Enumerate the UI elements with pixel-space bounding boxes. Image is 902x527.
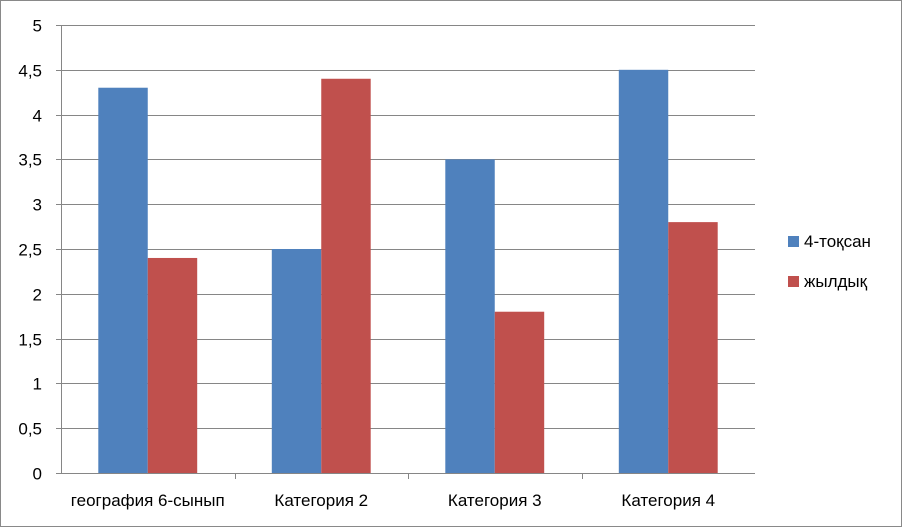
y-tick-labels: 0 0,5 1 1,5 2 2,5 3 3,5 4 4,5 5 <box>18 17 42 484</box>
bar-series1 <box>618 69 669 474</box>
axes <box>56 25 755 479</box>
y-tick-label: 1 <box>33 375 42 394</box>
bar-series2 <box>147 257 198 473</box>
y-tick-label: 1,5 <box>18 331 42 350</box>
y-tick-label: 5 <box>33 17 42 36</box>
legend-swatch <box>788 236 799 247</box>
y-tick-label: 3,5 <box>18 151 42 170</box>
x-tick-label: география 6-сынып <box>71 491 225 510</box>
x-tick-labels: география 6-сынып Категория 2 Категория 3 К… <box>71 491 715 510</box>
y-tick-label: 3 <box>33 196 42 215</box>
bar-series1 <box>445 159 495 473</box>
legend-label: 4-тоқсан <box>804 232 871 251</box>
bar-series1 <box>271 249 322 473</box>
x-tick-label: Категория 3 <box>448 491 542 510</box>
bar-series2 <box>321 78 371 473</box>
legend-label: жылдық <box>804 272 868 291</box>
legend-swatch <box>788 276 799 287</box>
y-tick-label: 4,5 <box>18 62 42 81</box>
bar-series2 <box>494 311 545 473</box>
y-tick-label: 0 <box>33 465 42 484</box>
legend: 4-тоқсан жылдық <box>788 232 871 291</box>
x-tick-label: Категория 2 <box>274 491 368 510</box>
y-tick-label: 2 <box>33 286 42 305</box>
y-tick-label: 2,5 <box>18 241 42 260</box>
y-tick-label: 4 <box>33 107 42 126</box>
bar-series1 <box>98 87 148 473</box>
bar-series2 <box>668 222 718 473</box>
x-tick-label: Категория 4 <box>621 491 715 510</box>
y-tick-label: 0,5 <box>18 420 42 439</box>
bars <box>98 69 718 474</box>
